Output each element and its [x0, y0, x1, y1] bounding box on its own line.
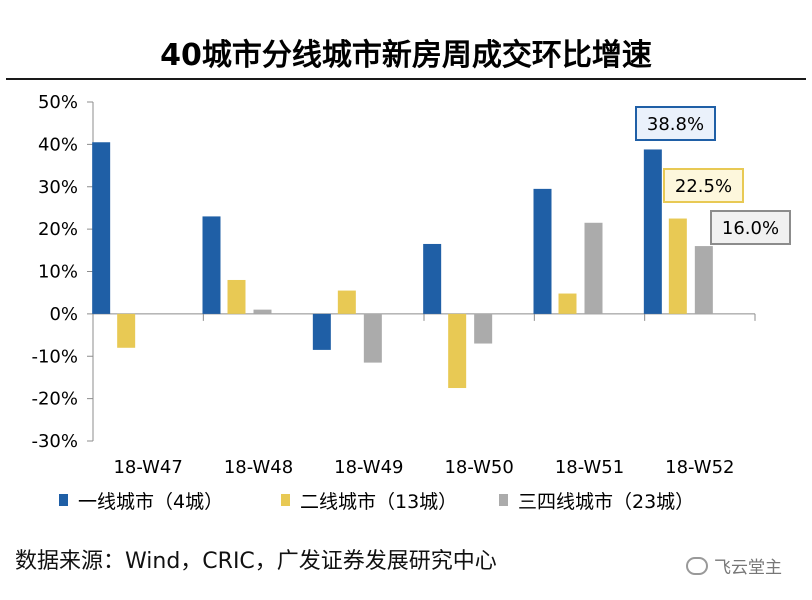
source-note: 数据来源：Wind，CRIC，广发证券发展研究中心: [15, 549, 497, 574]
x-tick-label: 18-W49: [334, 457, 403, 478]
bar-series-1: [533, 188, 552, 314]
y-tick-label: -30%: [31, 431, 78, 452]
wechat-icon: [686, 557, 708, 575]
bar-series-2: [668, 218, 687, 314]
bar-series-1: [423, 243, 442, 314]
y-tick-label: 20%: [38, 219, 78, 240]
bar-series-2: [117, 313, 136, 348]
y-tick-label: 0%: [49, 304, 78, 325]
bar-series-2: [337, 290, 356, 314]
bar-series-3: [694, 246, 713, 314]
data-label: 16.0%: [722, 218, 779, 239]
bar-series-1: [312, 313, 331, 350]
callout-box: [663, 168, 744, 203]
y-tick-label: 30%: [38, 177, 78, 198]
bar-series-3: [474, 313, 493, 344]
bar-series-3: [253, 309, 272, 314]
x-tick-label: 18-W48: [224, 457, 293, 478]
y-tick-label: 10%: [38, 262, 78, 283]
legend-label: 三四线城市（23城）: [518, 491, 694, 513]
x-tick-label: 18-W51: [555, 457, 624, 478]
bar-series-1: [92, 142, 111, 314]
watermark-text: 飞云堂主: [714, 558, 782, 578]
bar-series-2: [558, 293, 577, 314]
callout-box: [710, 210, 791, 245]
legend-swatch: [281, 494, 290, 506]
y-tick-label: -10%: [31, 346, 78, 367]
y-tick-label: 40%: [38, 134, 78, 155]
x-tick-label: 18-W50: [444, 457, 513, 478]
bar-series-3: [584, 222, 603, 314]
chart-title: 40城市分线城市新房周成交环比增速: [160, 38, 652, 73]
data-label: 22.5%: [675, 176, 732, 197]
bar-series-2: [227, 279, 246, 314]
data-label: 38.8%: [647, 114, 704, 135]
legend-label: 一线城市（4城）: [78, 491, 223, 513]
bar-series-1: [643, 149, 662, 314]
watermark: 飞云堂主: [686, 553, 782, 578]
bar-series-2: [448, 313, 467, 389]
x-tick-label: 18-W52: [665, 457, 734, 478]
legend-label: 二线城市（13城）: [300, 491, 457, 513]
bar-chart: -30% -20% -10% 0% 10% 20% 30% 40% 50% 18-W47 18-W4…: [31, 92, 791, 513]
y-tick-label: -20%: [31, 389, 78, 410]
legend-swatch: [499, 494, 508, 506]
title-divider: [6, 78, 806, 80]
bar-series-1: [202, 216, 221, 314]
legend-swatch: [59, 494, 68, 506]
x-tick-label: 18-W47: [113, 457, 182, 478]
y-tick-label: 50%: [38, 92, 78, 113]
bar-series-3: [363, 313, 382, 363]
callout-box: [635, 106, 716, 141]
